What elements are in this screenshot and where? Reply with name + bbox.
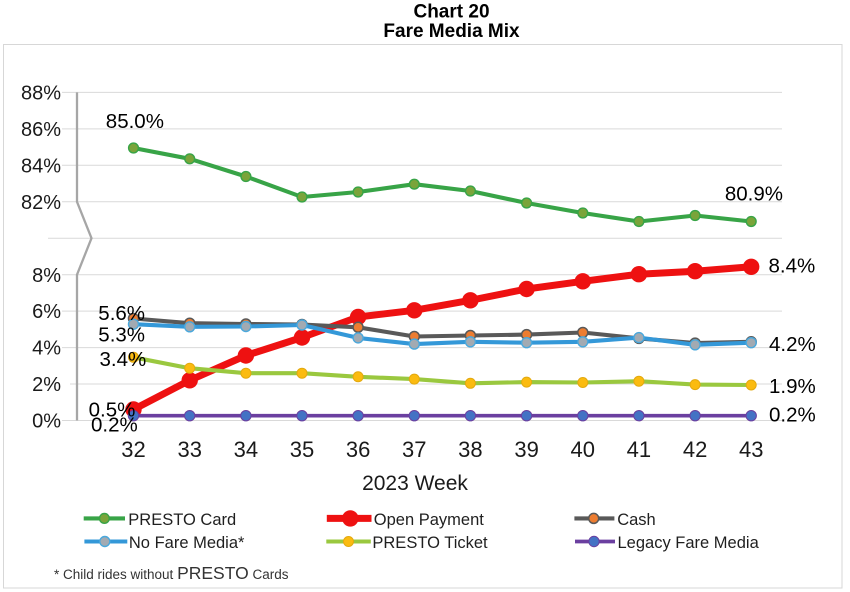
- svg-text:6%: 6%: [32, 301, 61, 323]
- svg-text:4%: 4%: [32, 338, 61, 360]
- svg-text:PRESTO Ticket: PRESTO Ticket: [372, 534, 488, 552]
- svg-text:36: 36: [346, 437, 370, 462]
- svg-text:40: 40: [571, 437, 595, 462]
- svg-text:2%: 2%: [32, 374, 61, 396]
- svg-text:5.6%: 5.6%: [98, 302, 145, 325]
- svg-text:8.4%: 8.4%: [769, 255, 816, 278]
- svg-text:* Child rides without PRESTO C: * Child rides without PRESTO Cards: [54, 563, 289, 583]
- svg-text:80.9%: 80.9%: [725, 183, 783, 206]
- svg-text:82%: 82%: [21, 192, 61, 214]
- svg-text:8%: 8%: [32, 265, 61, 287]
- svg-text:Open Payment: Open Payment: [374, 511, 484, 529]
- svg-text:42: 42: [683, 437, 707, 462]
- svg-text:0.2%: 0.2%: [91, 413, 138, 436]
- svg-text:85.0%: 85.0%: [106, 110, 164, 133]
- svg-text:Legacy Fare Media: Legacy Fare Media: [618, 534, 760, 552]
- svg-text:34: 34: [234, 437, 258, 462]
- svg-text:No Fare Media*: No Fare Media*: [129, 534, 245, 552]
- svg-text:0.2%: 0.2%: [769, 404, 816, 427]
- svg-text:35: 35: [290, 437, 314, 462]
- svg-text:0%: 0%: [32, 411, 61, 433]
- svg-text:43: 43: [739, 437, 763, 462]
- svg-text:0.5%: 0.5%: [89, 399, 136, 422]
- svg-text:41: 41: [627, 437, 651, 462]
- svg-text:PRESTO Card: PRESTO Card: [128, 511, 236, 529]
- svg-text:84%: 84%: [21, 155, 61, 177]
- svg-text:3.4%: 3.4%: [100, 348, 147, 371]
- svg-text:5.3%: 5.3%: [98, 324, 145, 347]
- svg-text:1.9%: 1.9%: [769, 375, 816, 398]
- svg-text:32: 32: [121, 437, 145, 462]
- svg-text:Cash: Cash: [617, 511, 656, 529]
- svg-text:Fare Media Mix: Fare Media Mix: [383, 21, 520, 42]
- svg-text:88%: 88%: [21, 83, 61, 105]
- svg-text:33: 33: [177, 437, 201, 462]
- svg-text:38: 38: [458, 437, 482, 462]
- svg-text:86%: 86%: [21, 119, 61, 141]
- svg-text:39: 39: [514, 437, 538, 462]
- svg-text:4.2%: 4.2%: [769, 333, 816, 356]
- svg-text:Chart 20: Chart 20: [413, 2, 489, 23]
- svg-text:2023 Week: 2023 Week: [362, 472, 468, 495]
- svg-text:37: 37: [402, 437, 426, 462]
